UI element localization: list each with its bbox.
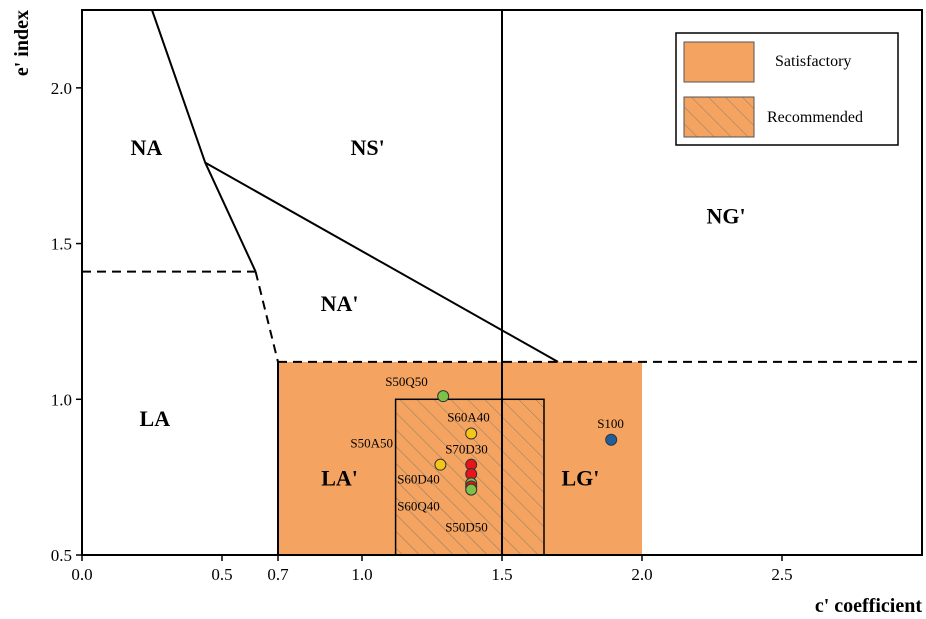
region-labels: NA NS' NG' NA' LA LA' LG' <box>131 135 746 490</box>
data-point-s100 <box>605 433 618 446</box>
point-label-s70d30: S70D30 <box>445 442 488 457</box>
point-label-s50d50: S50D50 <box>445 520 488 535</box>
y-tick-label-3: 1.5 <box>51 235 72 254</box>
data-point-s50q50 <box>437 390 450 403</box>
point-label-s50a50: S50A50 <box>350 436 393 451</box>
region-label-5: LA <box>140 406 171 431</box>
data-points: S50Q50 S60A40 S50A50 S70D30 S60D40 S60Q40 S50D… <box>350 374 624 534</box>
boundary-line-1 <box>151 9 257 273</box>
x-axis-ticks: 0.0 0.5 0.7 1.0 1.5 2.0 2.5 <box>71 555 793 584</box>
x-tick-label-2: 0.5 <box>211 565 232 584</box>
y-tick-label-4: 2.0 <box>51 79 72 98</box>
x-tick-label-1: 0.0 <box>71 565 92 584</box>
legend-swatch-recommended <box>683 96 755 138</box>
region-label-3: NG' <box>706 204 745 229</box>
point-label-s100: S100 <box>597 416 624 431</box>
data-point-s60a40 <box>465 427 478 440</box>
x-tick-label-7: 2.5 <box>771 565 792 584</box>
data-point-s50a50 <box>434 458 447 471</box>
legend-swatch-satisfactory <box>683 41 755 83</box>
boundary-line-6 <box>254 271 279 363</box>
x-tick-label-6: 2.0 <box>631 565 652 584</box>
region-boundaries <box>82 9 922 555</box>
x-tick-label-3: 0.7 <box>267 565 289 584</box>
region-label-7: LG' <box>561 465 599 490</box>
legend-label-recommended: Recommended <box>767 109 863 126</box>
point-label-s60a40: S60A40 <box>447 410 490 425</box>
y-tick-label-2: 1.0 <box>51 390 72 409</box>
region-label-6: LA' <box>321 465 358 490</box>
data-point-s50d50 <box>465 483 478 496</box>
point-label-s60d40: S60D40 <box>397 471 440 486</box>
point-label-s60q40: S60Q40 <box>397 498 440 513</box>
y-axis-ticks: 0.5 1.0 1.5 2.0 <box>51 79 82 565</box>
x-axis-title: c' coefficient <box>815 595 922 617</box>
region-label-2: NS' <box>350 135 384 160</box>
legend-label-satisfactory: Satisfactory <box>775 53 851 70</box>
y-axis-title: e' index <box>11 10 33 76</box>
region-label-1: NA <box>131 135 163 160</box>
region-label-4: NA' <box>321 291 359 316</box>
point-label-s50q50: S50Q50 <box>385 374 428 389</box>
x-tick-label-4: 1.0 <box>351 565 372 584</box>
y-tick-label-1: 0.5 <box>51 546 72 565</box>
boundary-line-2 <box>204 161 559 363</box>
legend: Satisfactory Recommended <box>675 32 899 146</box>
x-tick-label-5: 1.5 <box>491 565 512 584</box>
